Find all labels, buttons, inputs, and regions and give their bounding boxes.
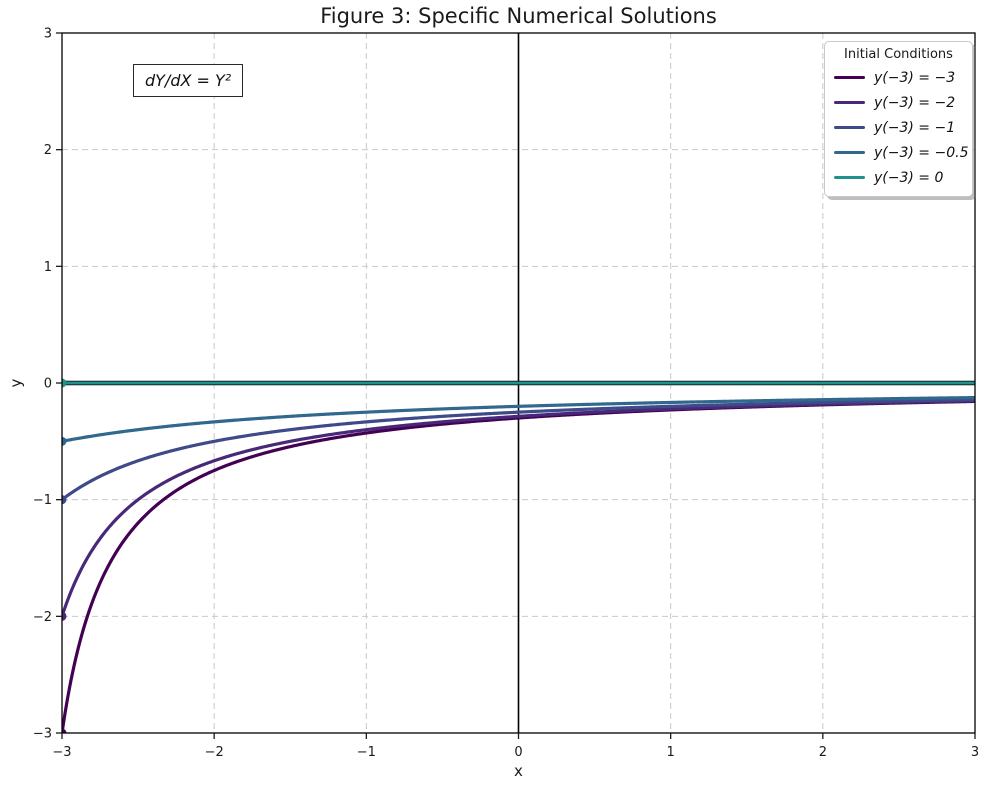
legend-item: y(−3) = −3 bbox=[834, 65, 963, 90]
x-tick-label: −3 bbox=[52, 745, 71, 760]
legend-item: y(−3) = −0.5 bbox=[834, 140, 968, 165]
legend-item-label: y(−3) = −0.5 bbox=[874, 144, 969, 161]
x-tick-label: 3 bbox=[971, 745, 979, 760]
equation-text: dY/dX = Y² bbox=[145, 71, 232, 90]
y-tick-label: 0 bbox=[44, 377, 52, 392]
chart-title: Figure 3: Specific Numerical Solutions bbox=[320, 4, 717, 28]
initial-condition-marker bbox=[62, 378, 67, 388]
x-tick-label: 1 bbox=[667, 745, 675, 760]
y-tick-label: −3 bbox=[33, 727, 52, 742]
legend-item-label: y(−3) = −3 bbox=[874, 69, 956, 86]
legend-line-sample bbox=[834, 100, 865, 105]
solution-curve bbox=[62, 399, 975, 618]
legend-item-label: y(−3) = −2 bbox=[874, 94, 956, 111]
legend-title: Initial Conditions bbox=[844, 47, 953, 62]
x-tick-label: 0 bbox=[514, 745, 522, 760]
solution-curve bbox=[62, 395, 975, 443]
x-tick-label: 2 bbox=[819, 745, 827, 760]
legend-item-label: y(−3) = 0 bbox=[874, 169, 944, 186]
x-axis-label: x bbox=[514, 762, 523, 780]
y-tick-label: 1 bbox=[44, 260, 52, 275]
legend: Initial Conditions y(−3) = −3 y(−3) = −2 y… bbox=[824, 41, 973, 197]
legend-line-sample bbox=[834, 75, 865, 80]
equation-annotation-box: dY/dX = Y² bbox=[133, 64, 244, 97]
legend-item: y(−3) = 0 bbox=[834, 165, 963, 190]
legend-item: y(−3) = −1 bbox=[834, 115, 963, 140]
solution-curve bbox=[62, 398, 975, 502]
y-tick-label: 3 bbox=[44, 27, 52, 42]
initial-condition-marker bbox=[62, 436, 67, 446]
y-tick-label: 2 bbox=[44, 143, 52, 158]
legend-item-label: y(−3) = −1 bbox=[874, 119, 956, 136]
legend-line-sample bbox=[834, 150, 865, 155]
x-tick-label: −1 bbox=[357, 745, 376, 760]
y-axis-label: y bbox=[7, 378, 25, 388]
legend-items: y(−3) = −3 y(−3) = −2 y(−3) = −1 y(−3) = −0… bbox=[834, 65, 968, 190]
legend-item: y(−3) = −2 bbox=[834, 90, 963, 115]
legend-line-sample bbox=[834, 175, 865, 180]
x-tick-label: −2 bbox=[205, 745, 224, 760]
y-tick-label: −1 bbox=[33, 493, 52, 508]
initial-condition-marker bbox=[62, 611, 67, 621]
initial-condition-marker bbox=[62, 728, 67, 733]
initial-condition-marker bbox=[62, 495, 67, 505]
legend-line-sample bbox=[834, 125, 865, 130]
y-tick-label: −2 bbox=[33, 610, 52, 625]
